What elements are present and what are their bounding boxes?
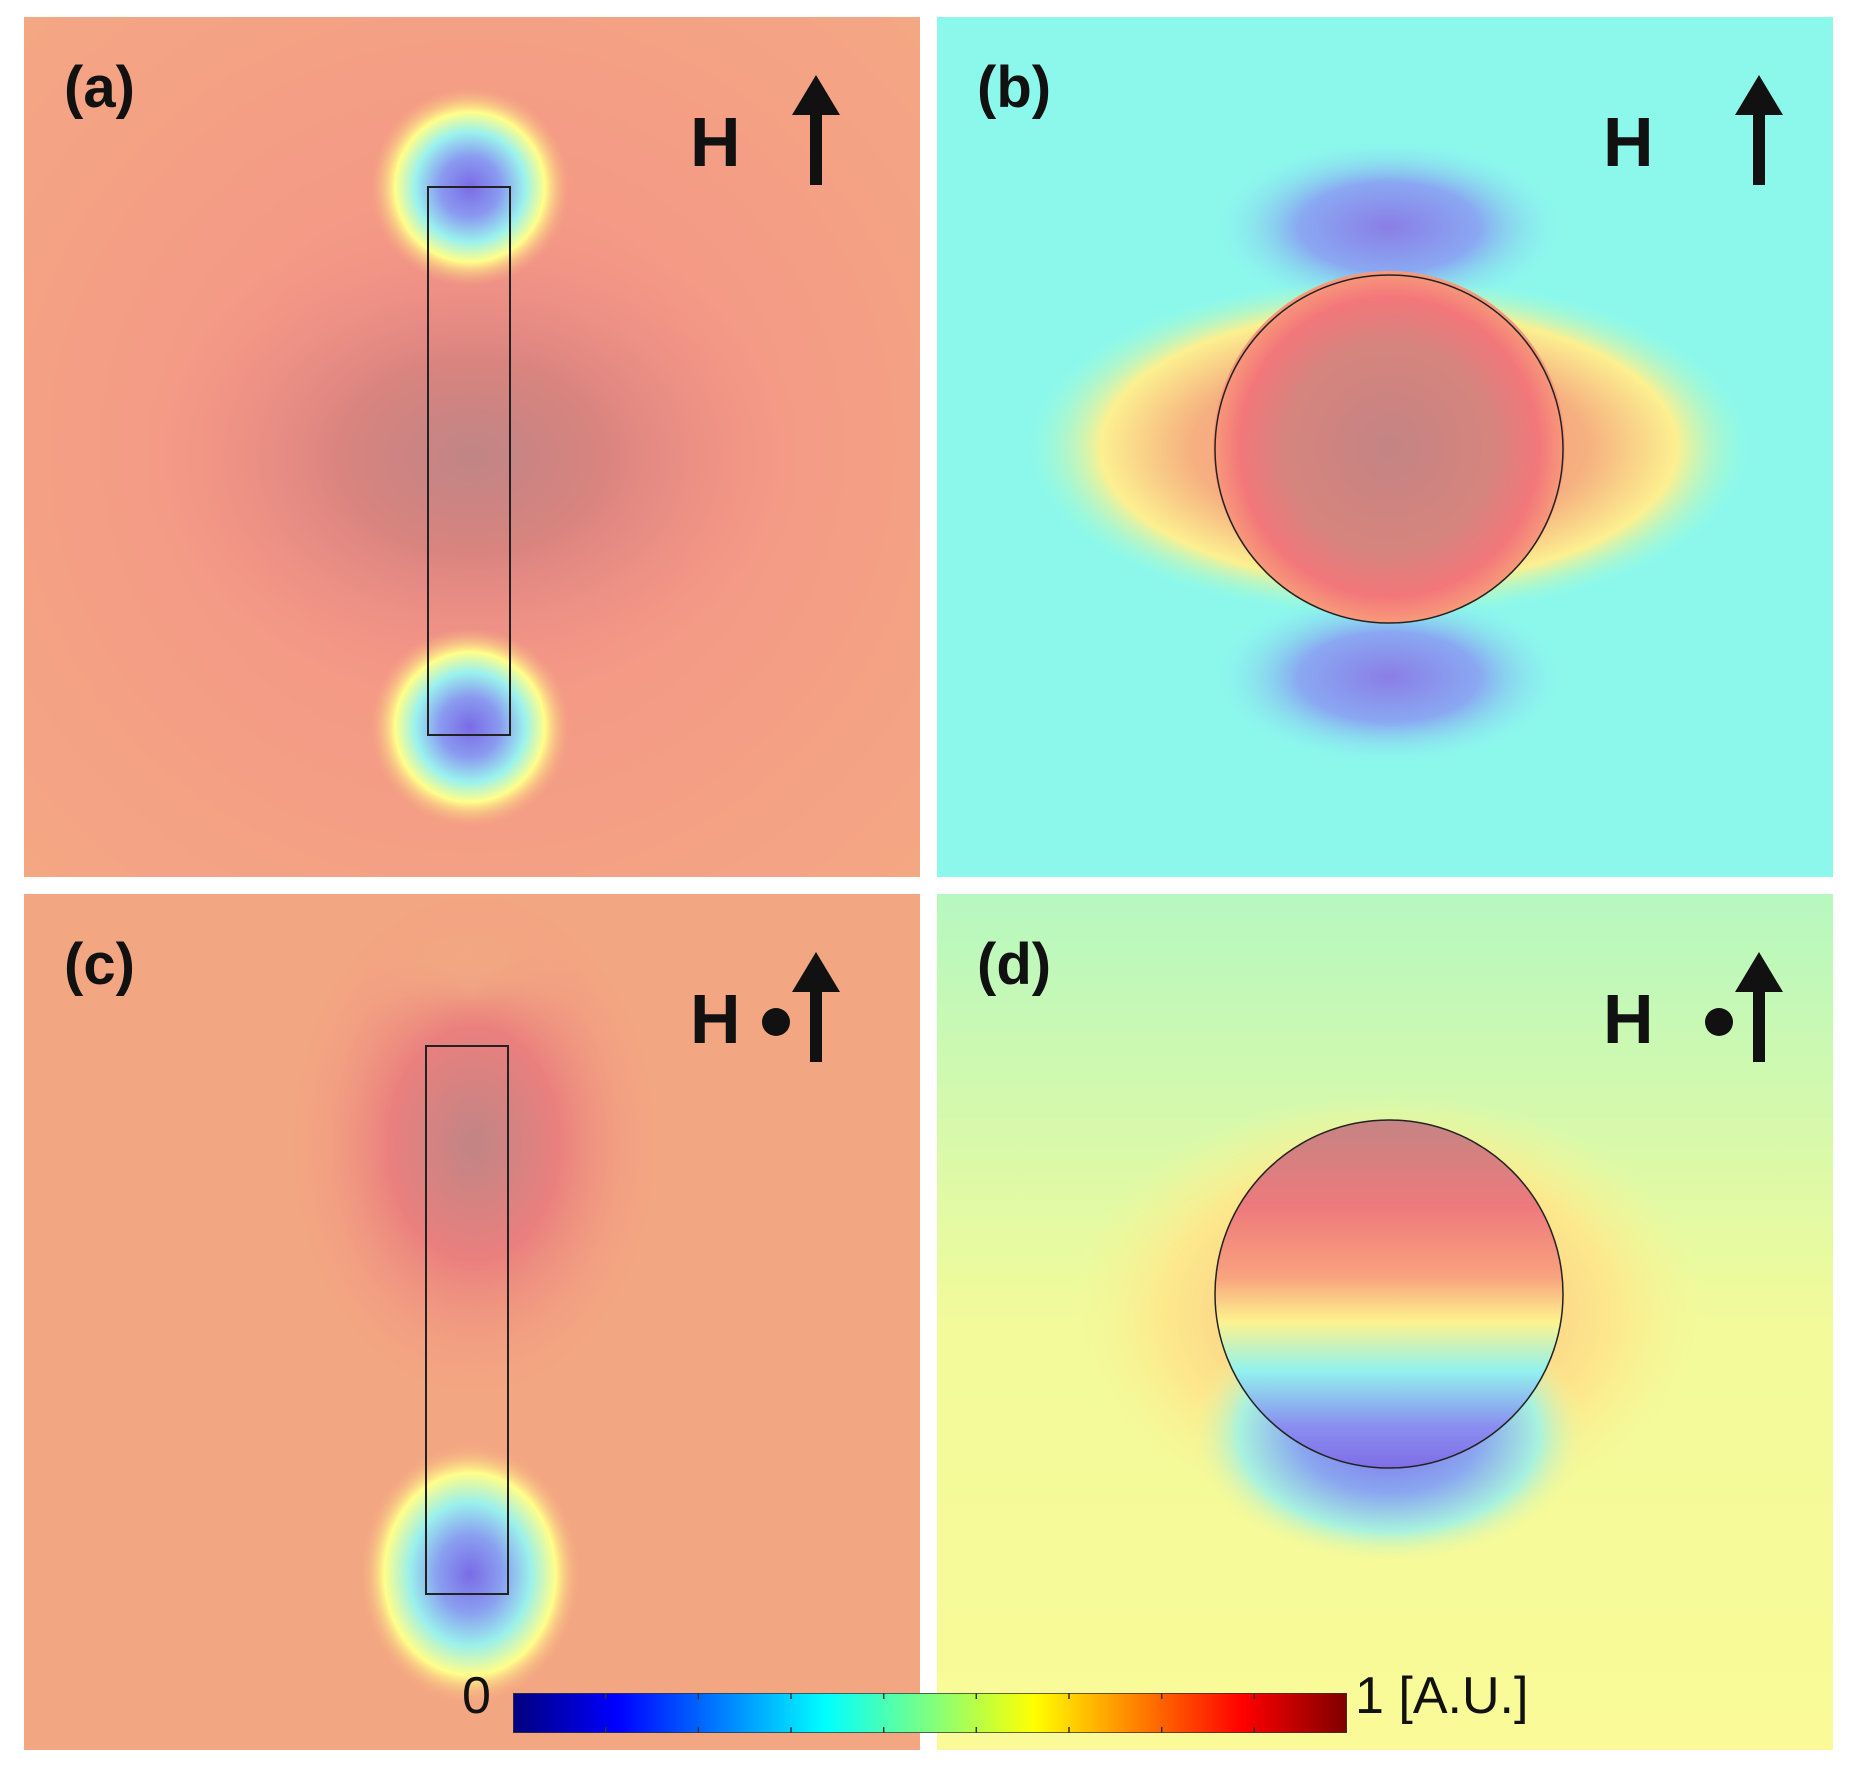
arrow-up-icon: [1735, 75, 1783, 185]
field-map-a: [24, 17, 920, 877]
panel-d: (d) H: [937, 894, 1833, 1750]
field-symbol: H: [1603, 980, 1654, 1058]
rod-outline: [425, 1045, 509, 1595]
panel-label: (c): [64, 932, 135, 997]
field-map-d: [937, 894, 1833, 1750]
colorbar-max-label: 1 [A.U.]: [1355, 1667, 1529, 1725]
field-symbol: H: [690, 103, 741, 181]
rod-outline: [427, 186, 511, 736]
field-symbol: H: [690, 980, 741, 1058]
arrow-up-icon: [792, 952, 840, 1062]
field-indicator: H: [680, 952, 880, 1062]
field-indicator: H: [1593, 75, 1793, 185]
colorbar: [513, 1693, 1347, 1733]
panel-label: (a): [64, 55, 135, 120]
panel-label: (b): [977, 55, 1052, 120]
panel-label: (d): [977, 932, 1052, 997]
field-map-c: [24, 894, 920, 1750]
arrow-up-icon: [1735, 952, 1783, 1062]
panel-b: (b) H: [937, 17, 1833, 877]
field-map-b: [937, 17, 1833, 877]
sphere-outline: [1214, 1119, 1564, 1469]
field-indicator: H: [680, 75, 880, 185]
dot-icon: [762, 1008, 790, 1036]
colorbar-min-label: 0: [462, 1667, 491, 1725]
panel-c: (c) H: [24, 894, 920, 1750]
arrow-up-icon: [792, 75, 840, 185]
dot-icon: [1705, 1008, 1733, 1036]
sphere-outline: [1214, 274, 1564, 624]
field-symbol: H: [1603, 103, 1654, 181]
field-indicator: H: [1593, 952, 1793, 1062]
panel-a: (a) H: [24, 17, 920, 877]
